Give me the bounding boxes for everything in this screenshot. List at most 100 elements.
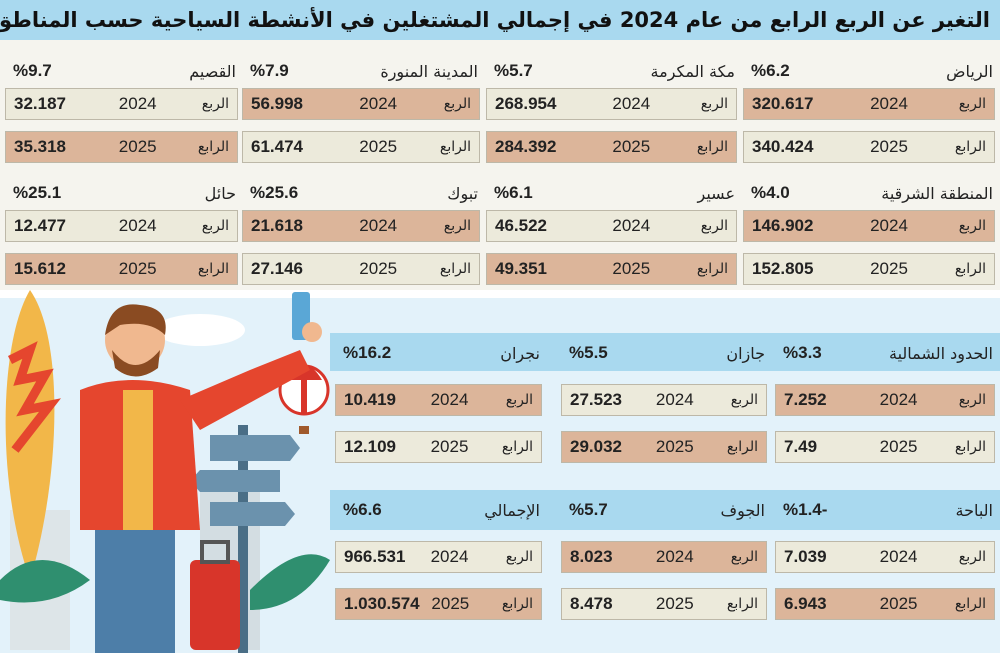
tourist-illustration — [0, 290, 330, 653]
region-block: جازان %5.5 الربع 2024 27.523 الرابع 2025… — [561, 340, 767, 465]
value-2024: 966.531 — [344, 547, 406, 566]
quarter-label: الرابع — [439, 139, 471, 155]
q4-2025-row: الرابع 2025 15.612 — [5, 253, 238, 285]
region-name: مكة المكرمة — [650, 61, 735, 81]
value-2025: 6.943 — [784, 594, 827, 613]
quarter-label: الربع — [201, 218, 229, 234]
person-icon — [80, 292, 322, 653]
q4-2024-row: الربع 2024 27.523 — [561, 384, 767, 416]
region-header: حائل %25.1 — [5, 180, 238, 206]
change-percent: %6.6 — [343, 500, 382, 519]
q4-2025-row: الرابع 2025 12.109 — [335, 431, 542, 463]
change-percent: %5.7 — [494, 61, 533, 80]
quarter-label: الرابع — [197, 139, 229, 155]
change-percent: %3.3 — [783, 343, 822, 362]
value-2024: 10.419 — [344, 390, 396, 409]
year-label: 2024 — [870, 94, 908, 113]
region-block: الرياض %6.2 الربع 2024 320.617 الرابع 20… — [743, 58, 995, 165]
region-header: القصيم %9.7 — [5, 58, 238, 84]
year-label: 2025 — [879, 437, 918, 456]
year-label: 2025 — [118, 137, 157, 156]
value-2025: 8.478 — [570, 594, 613, 613]
quarter-label: الرابع — [954, 596, 986, 612]
region-header: نجران %16.2 — [335, 340, 542, 366]
region-block: القصيم %9.7 الربع 2024 32.187 الرابع 202… — [5, 58, 238, 165]
year-label: 2024 — [430, 547, 469, 566]
region-header: المنطقة الشرقية %4.0 — [743, 180, 995, 206]
q4-2025-row: الرابع 2025 35.318 — [5, 131, 238, 163]
region-block: نجران %16.2 الربع 2024 10.419 الرابع 202… — [335, 340, 542, 465]
region-name: الباحة — [955, 500, 994, 520]
change-percent: %16.2 — [343, 343, 392, 362]
region-header: الرياض %6.2 — [743, 58, 995, 84]
q4-2025-row: الرابع 2025 284.392 — [486, 131, 737, 163]
year-label: 2025 — [431, 594, 470, 613]
change-percent: %1.4- — [783, 500, 828, 519]
region-block: الباحة %1.4- الربع 2024 7.039 الرابع 202… — [775, 497, 995, 622]
value-2025: 35.318 — [14, 137, 66, 156]
q4-2024-row: الربع 2024 21.618 — [242, 210, 480, 242]
region-name: الإجمالي — [484, 500, 540, 520]
top-section-background — [0, 40, 1000, 290]
year-label: 2024 — [118, 94, 157, 113]
quarter-label: الربع — [958, 218, 986, 234]
region-block: الحدود الشمالية %3.3 الربع 2024 7.252 ال… — [775, 340, 995, 465]
quarter-label: الربع — [700, 96, 728, 112]
change-percent: %7.9 — [250, 61, 289, 80]
q4-2024-row: الربع 2024 146.902 — [743, 210, 995, 242]
year-label: 2024 — [879, 390, 918, 409]
q4-2024-row: الربع 2024 46.522 — [486, 210, 737, 242]
year-label: 2025 — [655, 594, 694, 613]
change-percent: %5.5 — [569, 343, 608, 362]
value-2024: 7.039 — [784, 547, 827, 566]
year-label: 2024 — [879, 547, 918, 566]
q4-2024-row: الربع 2024 7.252 — [775, 384, 995, 416]
region-block: المنطقة الشرقية %4.0 الربع 2024 146.902 … — [743, 180, 995, 287]
region-name: تبوك — [447, 183, 478, 203]
q4-2025-row: الرابع 2025 61.474 — [242, 131, 480, 163]
region-header: المدينة المنورة %7.9 — [242, 58, 480, 84]
value-2025: 27.146 — [251, 259, 303, 278]
value-2025: 152.805 — [752, 259, 814, 278]
region-name: القصيم — [189, 61, 236, 81]
year-label: 2025 — [870, 259, 908, 278]
region-block: حائل %25.1 الربع 2024 12.477 الرابع 2025… — [5, 180, 238, 287]
change-percent: %25.1 — [13, 183, 62, 202]
value-2024: 46.522 — [495, 216, 547, 235]
change-percent: %4.0 — [751, 183, 790, 202]
year-label: 2025 — [879, 594, 918, 613]
year-label: 2024 — [430, 390, 469, 409]
region-header: مكة المكرمة %5.7 — [486, 58, 737, 84]
region-block: تبوك %25.6 الربع 2024 21.618 الرابع 2025… — [242, 180, 480, 287]
suitcase-icon — [190, 540, 240, 650]
change-percent: %25.6 — [250, 183, 299, 202]
region-name: الحدود الشمالية — [889, 343, 993, 363]
header-band — [330, 333, 1000, 371]
q4-2025-row: الرابع 2025 340.424 — [743, 131, 995, 163]
q4-2024-row: الربع 2024 7.039 — [775, 541, 995, 573]
quarter-label: الربع — [700, 218, 728, 234]
value-2024: 27.523 — [570, 390, 622, 409]
quarter-label: الربع — [201, 96, 229, 112]
region-header: تبوك %25.6 — [242, 180, 480, 206]
value-2024: 12.477 — [14, 216, 66, 235]
region-name: نجران — [500, 343, 540, 363]
year-label: 2025 — [359, 259, 398, 278]
region-name: المنطقة الشرقية — [881, 183, 993, 203]
quarter-label: الرابع — [954, 139, 986, 155]
year-label: 2024 — [612, 94, 651, 113]
region-block: الجوف %5.7 الربع 2024 8.023 الرابع 2025 … — [561, 497, 767, 622]
region-header: جازان %5.5 — [561, 340, 767, 366]
quarter-label: الربع — [958, 392, 986, 408]
q4-2025-row: الرابع 2025 29.032 — [561, 431, 767, 463]
value-2025: 12.109 — [344, 437, 396, 456]
region-block: عسير %6.1 الربع 2024 46.522 الرابع 2025 … — [486, 180, 737, 287]
year-label: 2025 — [655, 437, 694, 456]
region-name: جازان — [726, 343, 765, 363]
change-percent: %5.7 — [569, 500, 608, 519]
value-2024: 268.954 — [495, 94, 557, 113]
value-2025: 15.612 — [14, 259, 66, 278]
region-name: حائل — [204, 183, 236, 203]
quarter-label: الرابع — [954, 261, 986, 277]
year-label: 2025 — [612, 259, 651, 278]
